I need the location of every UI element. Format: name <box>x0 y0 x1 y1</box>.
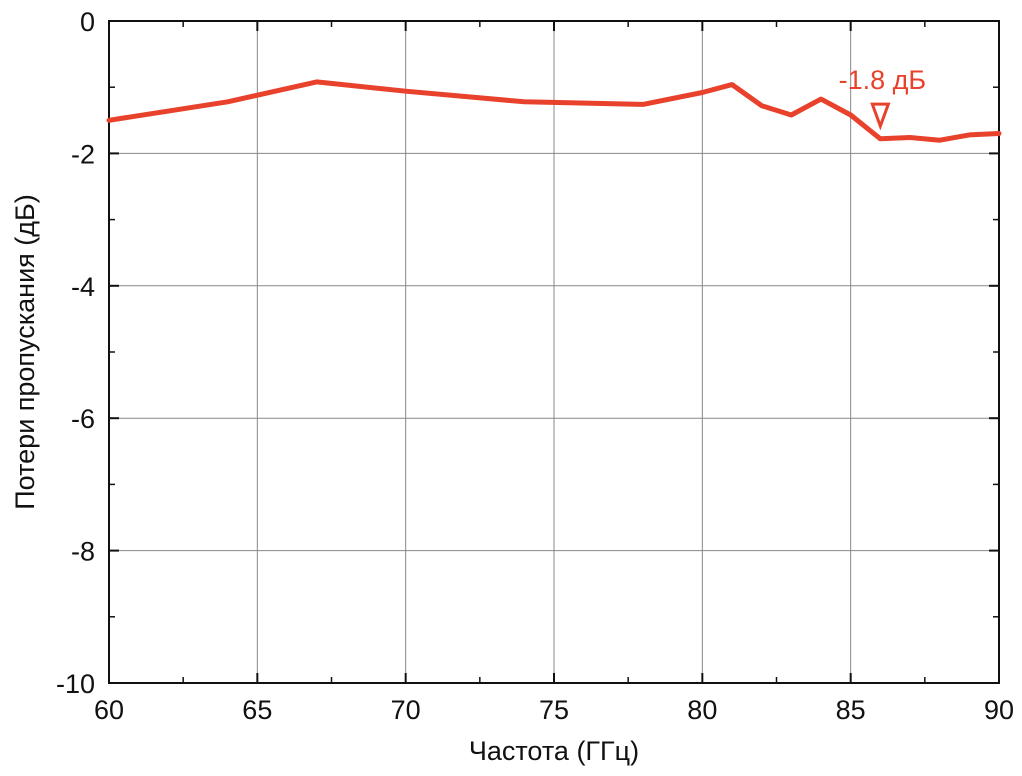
y-tick-label: -4 <box>71 272 95 302</box>
grid-lines <box>109 21 999 683</box>
y-tick-labels: 0 -2 -4 -6 -8 -10 <box>56 7 95 699</box>
x-tick-label: 75 <box>539 695 569 725</box>
x-tick-label: 90 <box>984 695 1014 725</box>
x-tick-label: 85 <box>836 695 866 725</box>
x-tick-label: 65 <box>242 695 272 725</box>
x-tick-label: 80 <box>687 695 717 725</box>
series-layer <box>106 79 1002 143</box>
y-tick-label: -2 <box>71 139 95 169</box>
x-tick-labels: 60 65 70 75 80 85 90 <box>94 695 1014 725</box>
plot-frame <box>108 20 1000 684</box>
annotation-label: -1.8 дБ <box>839 65 927 95</box>
y-tick-label: 0 <box>80 7 95 37</box>
y-tick-label: -10 <box>56 669 95 699</box>
y-axis-title: Потери пропускания (дБ) <box>10 194 40 509</box>
x-tick-label: 60 <box>94 695 124 725</box>
annotation-layer: -1.8 дБ <box>839 65 927 131</box>
x-axis-title: Частота (ГГц) <box>469 736 639 766</box>
x-tick-label: 70 <box>391 695 421 725</box>
series-line <box>106 79 1002 143</box>
y-tick-label: -8 <box>71 537 95 567</box>
annotation-marker <box>870 102 891 131</box>
y-tick-label: -6 <box>71 404 95 434</box>
